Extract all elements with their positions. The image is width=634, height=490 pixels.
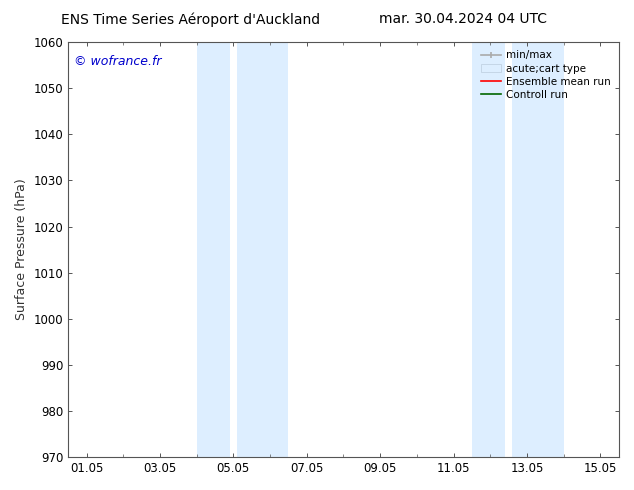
Y-axis label: Surface Pressure (hPa): Surface Pressure (hPa) xyxy=(15,179,28,320)
Text: ENS Time Series Aéroport d'Auckland: ENS Time Series Aéroport d'Auckland xyxy=(61,12,320,27)
Bar xyxy=(512,42,564,457)
Legend: min/max, acute;cart type, Ensemble mean run, Controll run: min/max, acute;cart type, Ensemble mean … xyxy=(477,47,614,103)
Bar xyxy=(197,42,230,457)
Text: © wofrance.fr: © wofrance.fr xyxy=(74,54,161,68)
Text: mar. 30.04.2024 04 UTC: mar. 30.04.2024 04 UTC xyxy=(379,12,547,26)
Bar xyxy=(237,42,288,457)
Bar xyxy=(472,42,505,457)
